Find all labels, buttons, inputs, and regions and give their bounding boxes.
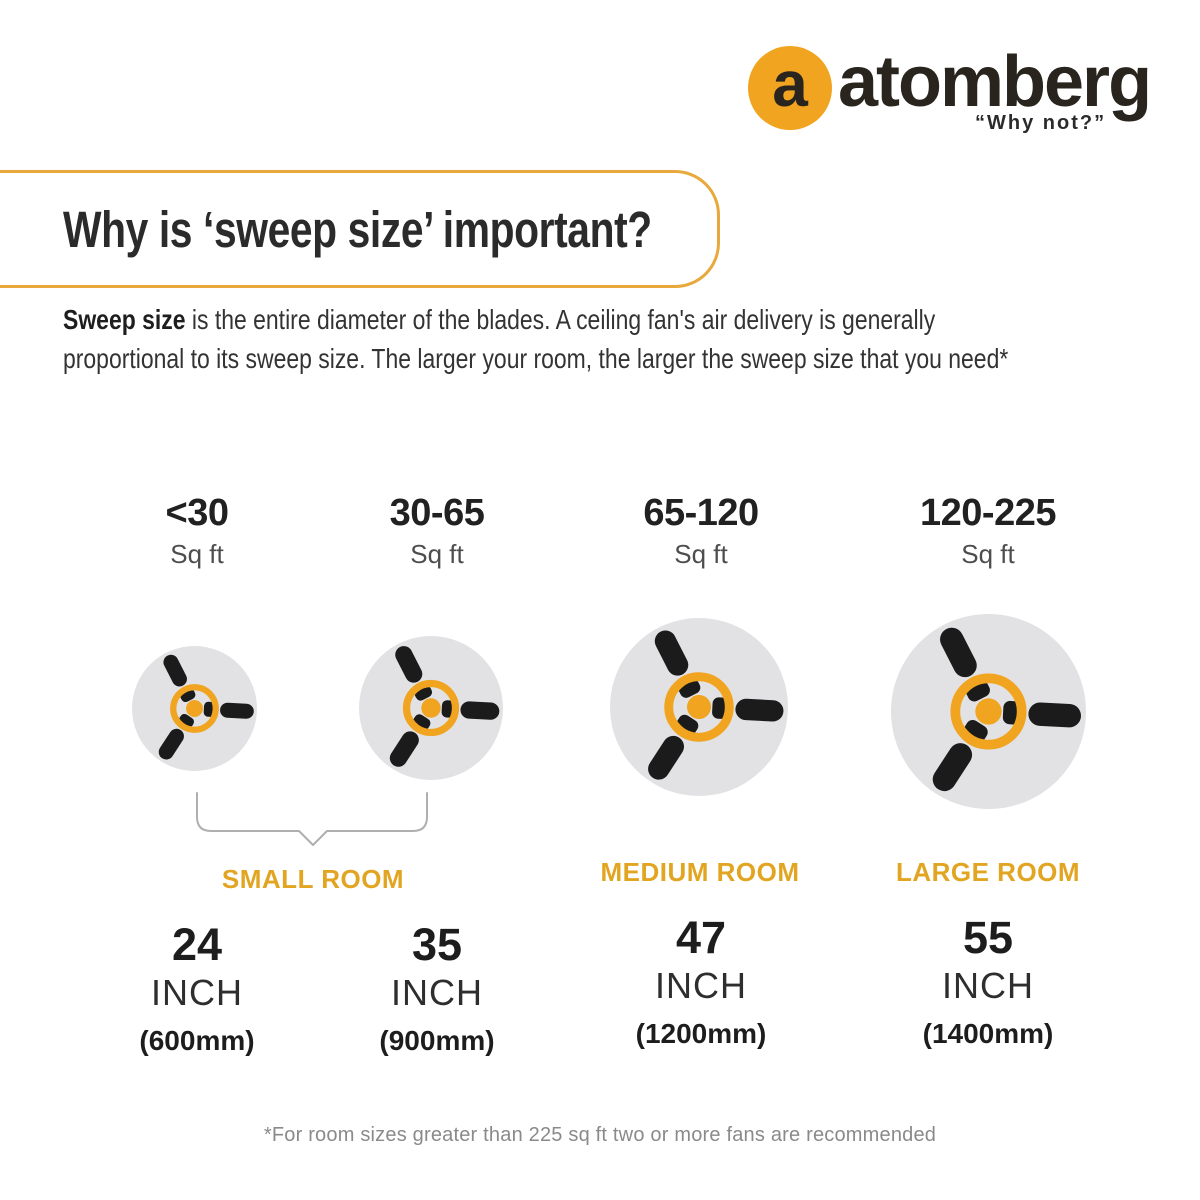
atomberg-logo-icon: a	[748, 46, 832, 130]
intro-line-1: Sweep size is the entire diameter of the…	[63, 300, 1008, 339]
sweep-size-inches: 35	[411, 919, 463, 970]
area-unit: Sq ft	[410, 539, 464, 569]
footnote: *For room sizes greater than 225 sq ft t…	[263, 1124, 937, 1146]
small-room-bracket	[196, 792, 428, 846]
area-header: 65-120 Sq ft	[551, 494, 851, 570]
room-label-large: LARGE ROOM	[895, 857, 1081, 887]
page-title: Why is ‘sweep size’ important?	[63, 200, 652, 258]
sweep-size-block: 35 INCH (900mm)	[287, 922, 587, 1055]
area-unit: Sq ft	[961, 539, 1015, 569]
ceiling-fan-icon	[359, 636, 503, 780]
room-label-small: SMALL ROOM	[221, 864, 405, 894]
brand-name: atomberg	[838, 42, 1152, 122]
intro-line-1-rest: is the entire diameter of the blades. A …	[185, 304, 936, 335]
sweep-size-mm: (1200mm)	[635, 1018, 767, 1049]
area-header: <30 Sq ft	[47, 494, 347, 570]
area-unit: Sq ft	[674, 539, 728, 569]
ceiling-fan-icon	[132, 646, 257, 771]
area-range: 120-225	[920, 492, 1056, 534]
intro-bold-lead: Sweep size	[63, 304, 186, 335]
area-range: 30-65	[389, 492, 485, 534]
room-label-medium: MEDIUM ROOM	[600, 857, 800, 887]
sweep-size-block: 24 INCH (600mm)	[47, 922, 347, 1055]
sweep-size-inches: 24	[171, 919, 223, 970]
sweep-size-inches: 47	[675, 912, 727, 963]
area-header: 30-65 Sq ft	[287, 494, 587, 570]
inch-label: INCH	[655, 965, 747, 1006]
ceiling-fan-icon	[610, 618, 788, 796]
logo-letter: a	[772, 48, 808, 120]
title-box: Why is ‘sweep size’ important?	[0, 170, 720, 288]
brand-tagline: “Why not?”	[975, 112, 1107, 134]
inch-label: INCH	[942, 965, 1034, 1006]
area-unit: Sq ft	[170, 539, 224, 569]
area-range: 65-120	[643, 492, 759, 534]
sweep-size-mm: (600mm)	[139, 1025, 255, 1056]
sweep-size-block: 55 INCH (1400mm)	[838, 915, 1138, 1048]
inch-label: INCH	[151, 972, 243, 1013]
intro-line-2: proportional to its sweep size. The larg…	[63, 343, 1009, 374]
sweep-size-mm: (900mm)	[379, 1025, 495, 1056]
ceiling-fan-icon	[891, 614, 1086, 809]
area-header: 120-225 Sq ft	[838, 494, 1138, 570]
inch-label: INCH	[391, 972, 483, 1013]
area-range: <30	[165, 492, 229, 534]
sweep-size-mm: (1400mm)	[922, 1018, 1054, 1049]
sweep-size-inches: 55	[962, 912, 1014, 963]
sweep-size-block: 47 INCH (1200mm)	[551, 915, 851, 1048]
intro-text: Sweep size is the entire diameter of the…	[63, 300, 1008, 378]
